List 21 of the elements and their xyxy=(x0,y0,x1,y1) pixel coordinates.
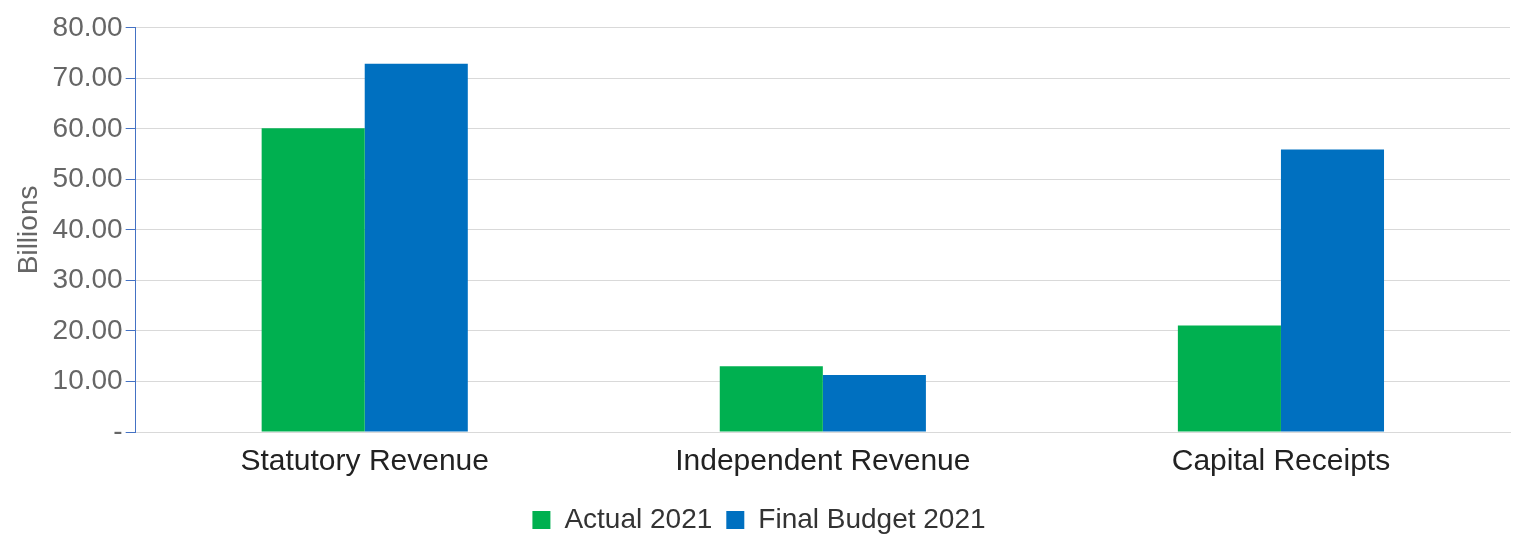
bar xyxy=(364,63,468,432)
y-axis-title: Billions xyxy=(11,185,43,275)
legend-label: Actual 2021 xyxy=(564,502,713,534)
y-tick-label: 20.00 xyxy=(52,313,123,345)
y-tick-label: 30.00 xyxy=(52,263,123,295)
bar xyxy=(1177,325,1281,432)
bar xyxy=(719,366,823,432)
y-tick-label: 60.00 xyxy=(52,111,123,143)
x-tick-label: Independent Revenue xyxy=(675,443,971,477)
y-tick-label: 80.00 xyxy=(52,10,123,42)
bar xyxy=(1280,149,1385,432)
y-tick-label: 50.00 xyxy=(52,162,123,194)
bar xyxy=(822,374,926,432)
y-tick-label: 10.00 xyxy=(52,364,123,396)
y-tick-label: - xyxy=(113,414,123,446)
y-tick-label: 70.00 xyxy=(52,61,123,93)
x-tick-label: Statutory Revenue xyxy=(240,443,489,477)
bar xyxy=(261,128,365,432)
legend-label: Final Budget 2021 xyxy=(758,502,986,534)
y-tick-label: 40.00 xyxy=(52,212,123,244)
x-tick-label: Capital Receipts xyxy=(1171,443,1391,477)
